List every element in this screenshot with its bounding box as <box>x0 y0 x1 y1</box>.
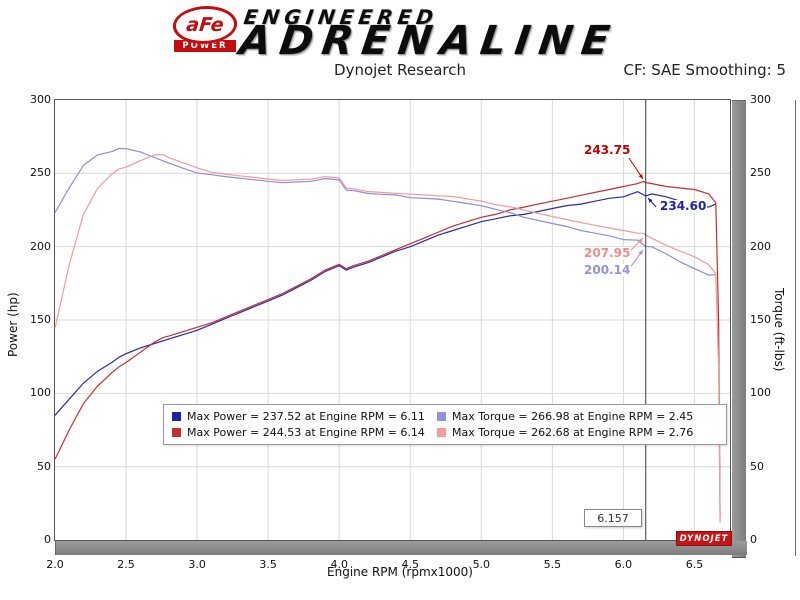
smoothing-setting-label: CF: SAE Smoothing: 5 <box>623 61 786 79</box>
y-axis-title-power: Power (hp) <box>6 292 20 358</box>
series-power-baseline <box>54 191 717 416</box>
x-tick-label: 2.5 <box>117 558 135 571</box>
afe-logo-text: aFe <box>185 14 225 36</box>
legend-item: Max Power = 237.52 at Engine RPM = 6.11 <box>172 410 437 423</box>
dynojet-logo: DYNOJET <box>676 531 732 546</box>
legend-box: Max Power = 237.52 at Engine RPM = 6.11 M… <box>163 404 727 445</box>
legend-label: Max Power = 244.53 at Engine RPM = 6.14 <box>187 426 425 439</box>
chart-frame-bottom-bar <box>55 541 747 555</box>
afe-logo-oval: aFe <box>171 6 239 44</box>
legend-swatch-icon <box>172 428 181 437</box>
y-tick-label-right: 100 <box>750 386 771 400</box>
annotation-power-baseline: 234.60 <box>659 199 707 214</box>
series-torque-tuned <box>54 154 721 523</box>
annotation-power-tuned: 243.75 <box>583 143 631 158</box>
y-tick-label-right: 250 <box>750 166 771 180</box>
legend-label: Max Torque = 262.68 at Engine RPM = 2.76 <box>452 426 694 439</box>
series-power-tuned <box>54 180 721 519</box>
annotation-arrowhead <box>648 198 653 203</box>
x-tick-label: 6.5 <box>685 558 704 571</box>
y-tick-label-right: 200 <box>750 239 771 253</box>
chart-frame-right-bar <box>732 100 746 558</box>
power-logo-banner: POWER <box>174 40 236 52</box>
annotation-torque-tuned: 207.95 <box>583 246 631 261</box>
y-axis-title-torque: Torque (ft-lbs) <box>772 288 786 372</box>
x-tick-label: 4.0 <box>330 558 348 571</box>
brand-adrenaline-text: ADRENALINE <box>236 18 622 64</box>
chart-subtitle: Dynojet Research <box>334 61 466 79</box>
x-tick-label: 4.5 <box>401 558 420 571</box>
window-edge-line <box>795 100 796 556</box>
x-tick-label: 5.5 <box>543 558 562 571</box>
x-tick-label: 3.0 <box>188 558 206 571</box>
cursor-rpm-readout[interactable]: 6.157 <box>584 509 642 527</box>
y-tick-label-left: 50 <box>37 459 51 473</box>
legend-swatch-icon <box>172 412 181 421</box>
y-tick-label-right: 300 <box>750 93 771 106</box>
plot-canvas <box>54 100 730 540</box>
x-tick-label: 5.0 <box>472 558 491 571</box>
y-tick-label-right: 50 <box>750 459 764 473</box>
annotation-torque-baseline: 200.14 <box>583 263 631 278</box>
y-tick-label-left: 150 <box>30 313 51 326</box>
x-tick-label: 3.5 <box>259 558 277 571</box>
annotation-arrowhead <box>638 250 643 255</box>
legend-item: Max Torque = 266.98 at Engine RPM = 2.45 <box>437 410 702 423</box>
legend-label: Max Power = 237.52 at Engine RPM = 6.11 <box>187 410 425 423</box>
annotation-arrowhead <box>638 174 643 179</box>
afe-power-logo: aFe POWER <box>170 6 240 52</box>
y-tick-label-left: 200 <box>30 239 51 253</box>
plot-area: 243.75 234.60 207.95 200.14 <box>54 99 731 541</box>
x-axis-title: Engine RPM (rpmx1000) <box>327 565 473 579</box>
legend-label: Max Torque = 266.98 at Engine RPM = 2.45 <box>452 410 694 423</box>
series-torque-baseline <box>54 147 716 276</box>
y-tick-label-right: 150 <box>750 313 771 326</box>
y-tick-label-left: 250 <box>30 166 51 180</box>
y-tick-label-right: 0 <box>750 533 757 546</box>
x-tick-label: 2.0 <box>46 558 64 571</box>
legend-swatch-icon <box>437 428 446 437</box>
annotation-arrowhead <box>638 238 643 243</box>
legend-item: Max Power = 244.53 at Engine RPM = 6.14 <box>172 426 437 439</box>
legend-swatch-icon <box>437 412 446 421</box>
y-tick-label-left: 300 <box>30 93 51 106</box>
x-tick-label: 6.0 <box>614 558 633 571</box>
legend-item: Max Torque = 262.68 at Engine RPM = 2.76 <box>437 426 702 439</box>
y-tick-label-left: 100 <box>30 386 51 400</box>
y-tick-label-left: 0 <box>44 533 51 546</box>
